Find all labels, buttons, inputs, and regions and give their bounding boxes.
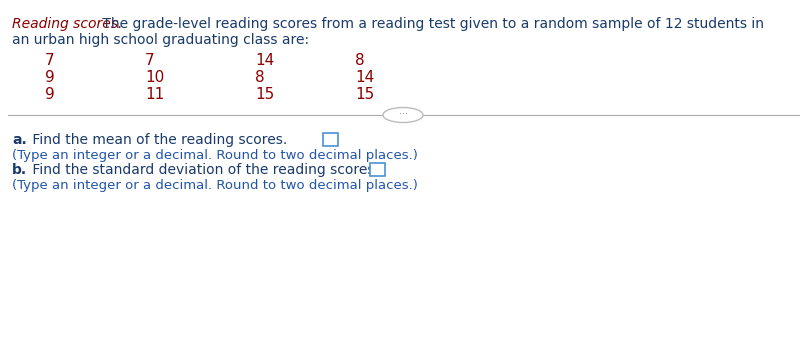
Text: 8: 8 [255, 70, 265, 85]
FancyBboxPatch shape [323, 133, 338, 146]
Text: (Type an integer or a decimal. Round to two decimal places.): (Type an integer or a decimal. Round to … [12, 179, 418, 192]
Text: 9: 9 [45, 70, 55, 85]
Text: (Type an integer or a decimal. Round to two decimal places.): (Type an integer or a decimal. Round to … [12, 149, 418, 162]
FancyBboxPatch shape [370, 163, 385, 176]
Text: 8: 8 [355, 53, 365, 68]
Text: 7: 7 [45, 53, 55, 68]
Text: a.: a. [12, 133, 27, 147]
Text: 14: 14 [255, 53, 274, 68]
Text: 15: 15 [255, 87, 274, 102]
Text: Find the standard deviation of the reading scores.: Find the standard deviation of the readi… [28, 163, 383, 177]
Text: 10: 10 [145, 70, 165, 85]
Text: b.: b. [12, 163, 27, 177]
Text: The grade-level reading scores from a reading test given to a random sample of 1: The grade-level reading scores from a re… [98, 17, 764, 31]
Text: 15: 15 [355, 87, 374, 102]
Text: 7: 7 [145, 53, 155, 68]
Text: ···: ··· [399, 109, 408, 120]
Text: Find the mean of the reading scores.: Find the mean of the reading scores. [28, 133, 291, 147]
Text: 11: 11 [145, 87, 165, 102]
Text: Reading scores.: Reading scores. [12, 17, 123, 31]
Text: 14: 14 [355, 70, 374, 85]
Text: 9: 9 [45, 87, 55, 102]
Text: an urban high school graduating class are:: an urban high school graduating class ar… [12, 33, 309, 47]
Ellipse shape [383, 108, 423, 122]
